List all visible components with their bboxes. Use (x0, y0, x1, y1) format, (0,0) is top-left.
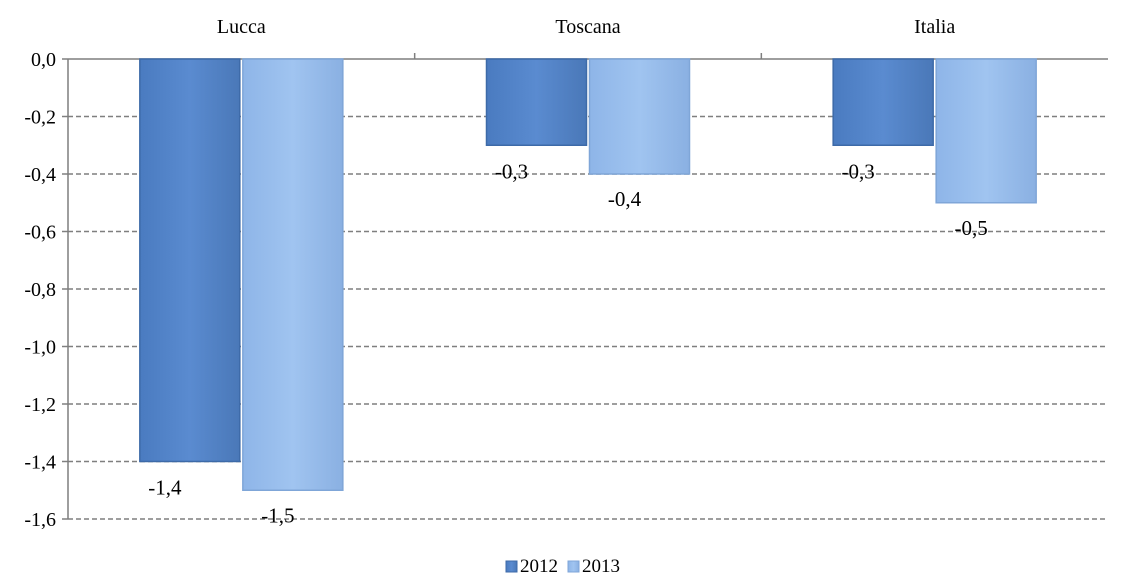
legend-label-2012: 2012 (520, 556, 558, 577)
y-tick-label: -1,0 (24, 337, 56, 359)
category-label: Toscana (555, 16, 620, 38)
y-tick-label: -1,4 (24, 452, 56, 474)
legend-label-2013: 2013 (582, 556, 620, 577)
data-labels: -1,4 -0,3 -0,3 -1,5 -0,4 -0,5 (148, 159, 988, 527)
bar-2013-toscana (588, 58, 691, 175)
data-label: -0,5 (955, 216, 988, 240)
data-label: -1,5 (261, 503, 294, 527)
bars (139, 58, 1037, 491)
data-label: -1,4 (148, 476, 182, 500)
bar-2013-italia (935, 58, 1037, 204)
bar-2012-lucca (139, 58, 241, 463)
category-label: Lucca (217, 16, 266, 38)
y-tick-label: -0,8 (24, 279, 56, 301)
y-tick-label: -0,2 (24, 107, 56, 129)
legend-swatch-2012 (505, 560, 518, 573)
y-tick-label: -1,6 (24, 509, 56, 531)
bar-2013-lucca (242, 58, 344, 491)
legend-swatch-2013 (567, 560, 580, 573)
y-tick-label: -1,2 (24, 394, 56, 416)
bar-2012-toscana (485, 58, 588, 146)
axes: 0,0 -0,2 -0,4 -0,6 -0,8 -1,0 -1,2 -1,4 -1,6 Lucca… (24, 16, 1108, 531)
data-label: -0,4 (608, 187, 642, 211)
bar-2012-italia (832, 58, 934, 146)
y-tick-label: -0,6 (24, 222, 56, 244)
y-tick-label: 0,0 (31, 49, 56, 71)
y-tick-label: -0,4 (24, 164, 56, 186)
data-label: -0,3 (842, 159, 875, 183)
data-label: -0,3 (495, 159, 528, 183)
legend: 2012 2013 (505, 556, 620, 577)
category-label: Italia (914, 16, 955, 38)
gridlines (68, 115, 1108, 520)
